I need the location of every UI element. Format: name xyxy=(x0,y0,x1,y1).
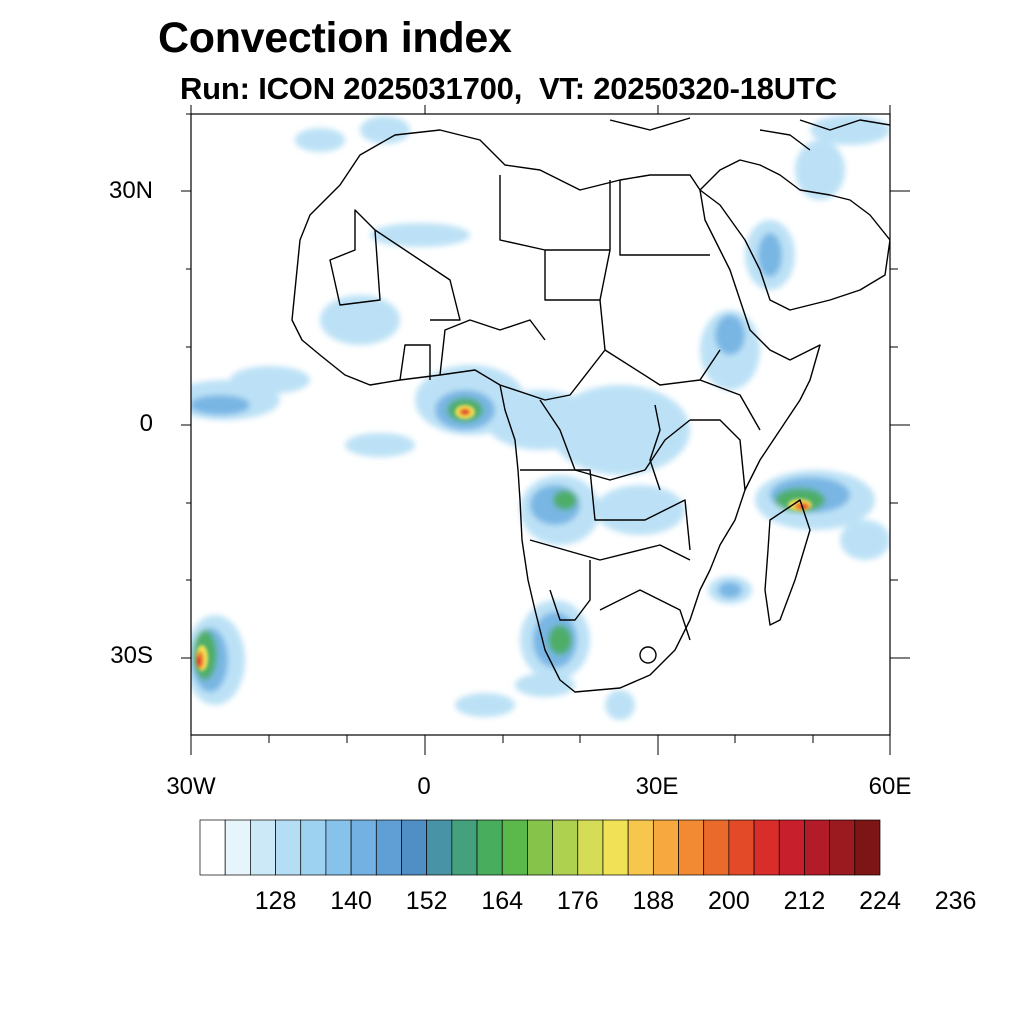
colorbar-swatch xyxy=(527,819,553,876)
colorbar-tick-label: 224 xyxy=(859,887,901,915)
colorbar-swatch xyxy=(401,819,428,876)
colorbar-swatch xyxy=(250,819,276,876)
colorbar-swatch xyxy=(804,819,830,876)
colorbar-tick-label: 140 xyxy=(330,887,372,915)
colorbar-swatch xyxy=(426,819,453,876)
colorbar-swatch xyxy=(501,819,528,876)
lat-tick-label: 0 xyxy=(139,409,153,437)
lon-tick-label: 30E xyxy=(635,773,679,800)
colorbar-swatch xyxy=(199,819,226,876)
colorbar-tick-label: 200 xyxy=(708,887,750,915)
colorbar-swatch xyxy=(350,819,377,876)
colorbar-swatch xyxy=(778,819,805,876)
colorbar xyxy=(199,819,881,876)
map-subtitle: Run: ICON 2025031700, VT: 20250320-18UTC xyxy=(180,71,837,106)
convection-cores xyxy=(196,405,812,671)
convection-field xyxy=(191,115,890,720)
lon-tick-label: 30W xyxy=(166,773,216,800)
colorbar-swatch xyxy=(375,819,402,876)
colorbar-swatch xyxy=(854,819,881,876)
colorbar-tick-label: 212 xyxy=(783,887,826,915)
lon-tick-label: 60E xyxy=(868,773,912,800)
colorbar-swatch xyxy=(275,819,302,876)
colorbar-swatch xyxy=(224,819,251,876)
colorbar-swatch xyxy=(577,819,604,876)
colorbar-swatch xyxy=(325,819,352,876)
colorbar-swatch xyxy=(652,819,679,876)
colorbar-swatch xyxy=(627,819,654,876)
lat-tick-label: 30N xyxy=(108,176,153,204)
colorbar-tick-label: 236 xyxy=(934,887,977,915)
colorbar-swatch xyxy=(552,819,579,876)
colorbar-swatch xyxy=(300,819,327,876)
colorbar-tick-label: 128 xyxy=(254,887,297,915)
map-title: Convection index xyxy=(158,14,512,62)
colorbar-swatch xyxy=(602,819,629,876)
colorbar-tick-label: 164 xyxy=(481,887,524,915)
colorbar-swatch xyxy=(703,819,730,876)
colorbar-swatch xyxy=(753,819,780,876)
colorbar-swatch xyxy=(829,819,856,876)
colorbar-tick-label: 152 xyxy=(405,887,448,915)
map-area xyxy=(191,115,890,720)
lon-tick-label: 0 xyxy=(417,773,431,800)
coastlines-borders xyxy=(291,117,890,693)
colorbar-tick-label: 176 xyxy=(556,887,599,915)
lat-tick-label: 30S xyxy=(110,642,153,670)
colorbar-swatch xyxy=(451,819,478,876)
colorbar-swatch xyxy=(678,819,705,876)
colorbar-tick-label: 188 xyxy=(632,887,675,915)
colorbar-swatch xyxy=(476,819,503,876)
axis-ticks xyxy=(181,105,910,755)
colorbar-swatch xyxy=(728,819,755,876)
